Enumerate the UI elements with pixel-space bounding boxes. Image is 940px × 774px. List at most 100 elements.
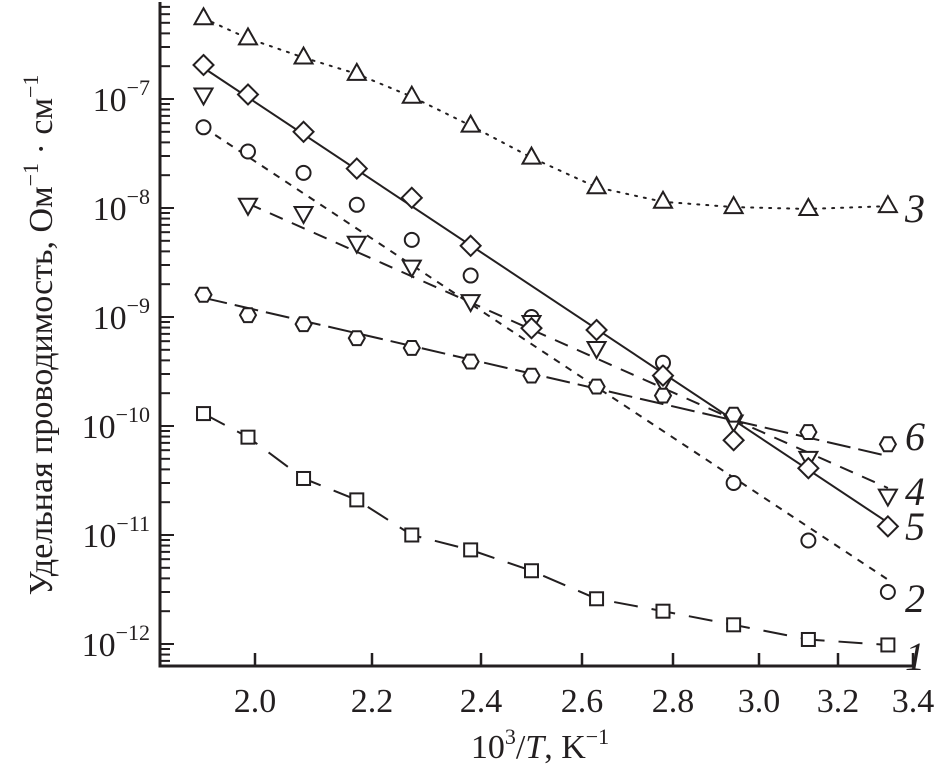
series-label-4: 4 (905, 469, 925, 514)
series-5-diamond-point (236, 83, 260, 106)
series-5-diamond-point (520, 316, 543, 340)
x-title-var: T (525, 729, 546, 766)
series-3-triangle-up-point (585, 175, 608, 195)
series-1-square-point (655, 603, 671, 619)
axes: 2.0 2.2 2.4 2.6 2.8 3.0 3.2 3.4 10−7 10−8 10−9 10−1… (82, 2, 935, 720)
x-axis-title: 103/T, K−1 (471, 724, 609, 766)
series-6-hexagon-point (294, 316, 313, 333)
x-title-base: 10 (471, 729, 505, 766)
series-5-diamond-point (722, 428, 746, 452)
series-label-6: 6 (905, 414, 925, 459)
series-6-hexagon-point (799, 424, 818, 440)
x-tick-label: 3.4 (892, 683, 935, 720)
series-1-square-point (196, 406, 212, 422)
series-1-line (203, 412, 888, 646)
series-6-hexagon-point (347, 330, 366, 347)
series-6-hexagon-point (653, 387, 673, 404)
series-5-diamond-point (651, 364, 675, 388)
series-2-circle-point (403, 231, 420, 248)
series-2-circle-point (879, 583, 896, 600)
x-title-unit-sup: −1 (586, 724, 609, 749)
series-4-triangle-down-point (292, 205, 315, 226)
series-1-square-point (349, 492, 365, 508)
series-4-triangle-down-point (192, 87, 215, 107)
series-1-square-point (726, 617, 742, 633)
x-title-slash: / (516, 729, 526, 766)
y-tick-label: 10−9 (93, 293, 150, 337)
y-tick-label: 10−11 (82, 511, 150, 555)
y-tick-label: 10−12 (82, 620, 150, 664)
series-5-diamond-point (345, 157, 369, 180)
series-label-5: 5 (905, 504, 925, 549)
x-tick-label: 2.0 (234, 683, 277, 720)
series-labels: 3 6 45 2 1 (904, 186, 925, 679)
x-title-unit: , K (544, 729, 586, 766)
x-title-sup: 3 (505, 724, 516, 749)
y-axis-title: Удельная проводимость, Ом−1 · см−1 (18, 75, 60, 596)
series-5-diamond-point (796, 456, 820, 480)
series-label-3: 3 (904, 186, 925, 231)
series-1-square-point (240, 429, 256, 445)
series-1-square-point (296, 470, 312, 486)
x-tick-label: 2.8 (652, 683, 695, 720)
series-5-diamond-point (459, 234, 483, 258)
series-label-1: 1 (905, 634, 925, 679)
x-tick-label: 3.2 (817, 683, 860, 720)
series-6-line (203, 296, 889, 458)
series-5-diamond-point (192, 53, 215, 77)
series-4-line (247, 202, 889, 489)
series-2-circle-point (195, 119, 212, 136)
series-1-square-point (589, 591, 605, 607)
series-2-line (202, 126, 889, 581)
series-2-circle-point (725, 474, 742, 491)
y-tick-label: 10−10 (82, 402, 150, 446)
series-6-hexagon-point (522, 367, 541, 384)
series-6-hexagon-point (238, 307, 258, 324)
x-tick-label: 2.2 (351, 683, 394, 720)
series-4-triangle-down-point (585, 340, 608, 360)
series-5-diamond-point (876, 514, 900, 538)
y-tick-label: 10−8 (93, 184, 150, 228)
y-title-sup1: −1 (18, 163, 43, 186)
series-2-circle-point (462, 267, 479, 284)
series-2-circle-point (348, 196, 365, 213)
series-lines (202, 17, 889, 646)
series-3-triangle-up-point (652, 189, 674, 209)
series-6-hexagon-point (587, 378, 606, 395)
series-6-hexagon-point (461, 353, 480, 370)
series-2-circle-point (295, 164, 312, 181)
series-5-diamond-point (292, 120, 315, 144)
series-3-triangle-up-point (237, 26, 259, 46)
series-1-square-point (404, 527, 420, 543)
y-title-sup2: −1 (18, 75, 43, 98)
series-6-hexagon-point (402, 340, 421, 356)
series-1-square-point (880, 637, 896, 653)
series-3-triangle-up-point (292, 45, 315, 65)
series-3-triangle-up-point (459, 113, 482, 133)
series-4-triangle-down-point (877, 488, 899, 508)
series-6-hexagon-point (724, 406, 743, 423)
y-tick-label: 10−7 (93, 75, 150, 119)
series-3-triangle-up-point (722, 195, 745, 215)
x-tick-label: 2.6 (561, 683, 604, 720)
series-4-triangle-down-point (346, 235, 368, 255)
series-markers (192, 6, 900, 653)
series-3-triangle-up-point (401, 84, 423, 104)
series-4-triangle-down-point (401, 259, 423, 279)
series-3-triangle-up-point (877, 194, 899, 214)
series-1-square-point (463, 542, 479, 558)
series-5-diamond-point (585, 318, 608, 342)
series-3-triangle-up-point (797, 196, 820, 216)
y-title-mid: · см (23, 98, 60, 163)
x-tick-label: 3.0 (738, 683, 781, 720)
series-2-circle-point (239, 143, 256, 160)
series-2-circle-point (800, 532, 817, 549)
x-tick-label: 2.4 (460, 683, 503, 720)
series-5-line (202, 67, 889, 524)
series-1-square-point (800, 631, 816, 647)
y-title-text: Удельная проводимость, Ом (23, 186, 60, 595)
series-6-hexagon-point (878, 436, 898, 453)
series-4-triangle-down-point (237, 197, 259, 217)
series-3-triangle-up-point (346, 61, 368, 81)
